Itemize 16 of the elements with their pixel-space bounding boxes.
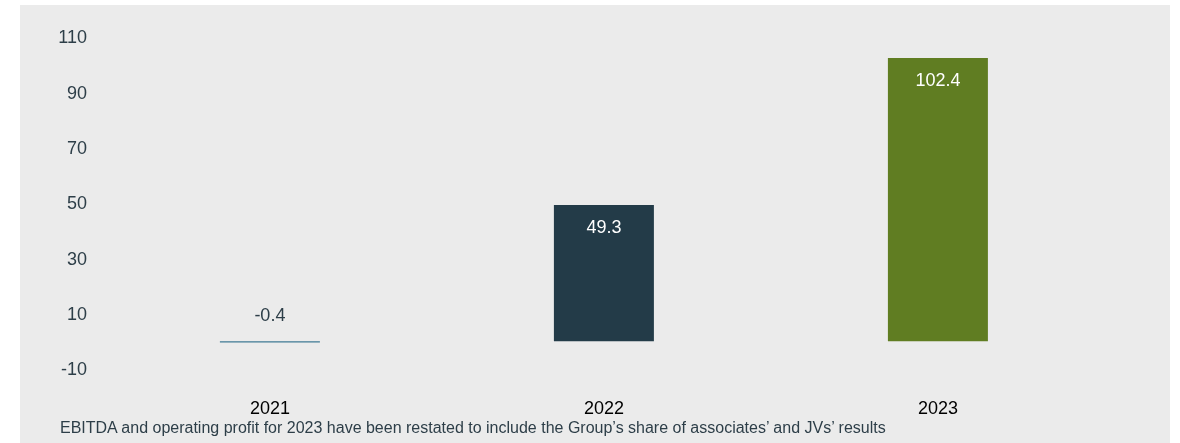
x-tick-label: 2022 [583, 397, 625, 418]
data-label: 49.3 [586, 216, 622, 237]
bar [553, 204, 654, 342]
text: EBITDA and operating profit for 2023 have been restated to include the Group’s share of associates’ and JVs’ results [59, 419, 887, 437]
y-tick-label: 110 [58, 27, 87, 48]
y-tick-label: 30 [66, 248, 87, 269]
data-label: 102.4 [915, 70, 961, 91]
y-tick-label: 90 [66, 82, 87, 103]
data-label: -0.4 [254, 305, 286, 326]
y-tick-label: 70 [66, 138, 87, 159]
y-tick-label: 50 [66, 193, 87, 214]
y-tick-label: -10 [60, 359, 87, 380]
bar [887, 58, 988, 342]
x-tick-label: 2021 [249, 397, 291, 418]
y-tick-label: 10 [66, 304, 87, 325]
x-tick-label: 2023 [917, 397, 959, 418]
